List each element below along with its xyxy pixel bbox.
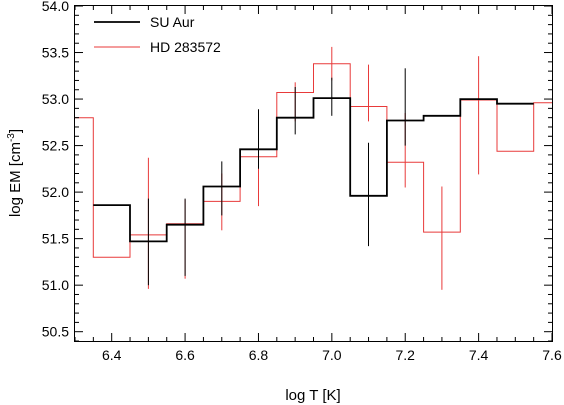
ticks-layer: 6.4 6.6 6.8 7.0 7.2 7.4 7.6 50.5 51.0 51.5 52.0 52.…	[42, 0, 562, 363]
series-line-su-aur	[93, 97, 534, 243]
x-tick-label: 6.6	[175, 347, 195, 363]
x-axis-label: log T [K]	[285, 387, 340, 404]
legend-label-su-aur: SU Aur	[150, 14, 195, 30]
y-axis-label-close: ]	[7, 129, 24, 133]
y-tick-label: 54.0	[42, 0, 69, 14]
series-layer	[75, 46, 552, 290]
y-tick-label: 51.5	[42, 231, 69, 247]
y-axis-label-unit-exponent: -3	[6, 133, 17, 142]
x-tick-label: 6.8	[249, 347, 269, 363]
x-tick-label: 7.4	[469, 347, 489, 363]
y-axis-label-main: log EM [cm	[7, 142, 24, 217]
legend: SU Aur HD 283572	[94, 14, 221, 55]
y-tick-label: 52.0	[42, 184, 69, 200]
x-tick-label: 7.0	[322, 347, 342, 363]
legend-label-hd-283572: HD 283572	[150, 39, 221, 55]
x-tick-label: 7.6	[542, 347, 562, 363]
series-line-hd-283572	[75, 63, 552, 258]
y-tick-label: 53.5	[42, 45, 69, 61]
x-tick-label: 7.2	[395, 347, 415, 363]
y-tick-label: 51.0	[42, 277, 69, 293]
y-tick-label: 52.5	[42, 138, 69, 154]
plot-frame	[74, 5, 553, 342]
x-tick-label: 6.4	[102, 347, 122, 363]
y-tick-label: 53.0	[42, 91, 69, 107]
y-axis-label: log EM [cm-3]	[6, 129, 24, 217]
y-tick-label: 50.5	[42, 324, 69, 340]
